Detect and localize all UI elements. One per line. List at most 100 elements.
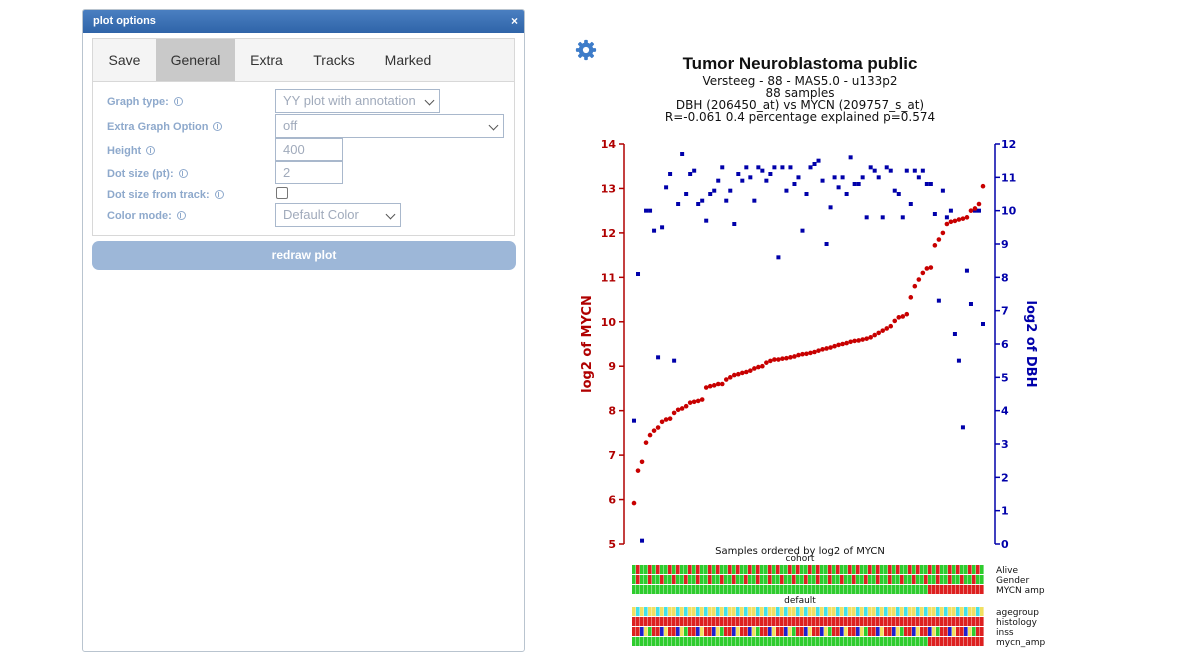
tab-extra[interactable]: Extra [250, 52, 283, 68]
track-cell [948, 585, 952, 594]
track-cell [640, 575, 644, 584]
track-cell [836, 607, 840, 616]
track-cell [768, 565, 772, 574]
track-cell [976, 627, 980, 636]
track-cell [928, 617, 932, 626]
track-cell [924, 565, 928, 574]
track-cell [928, 607, 932, 616]
track-cell [980, 565, 984, 574]
dbh-point [672, 358, 677, 363]
track-cell [716, 575, 720, 584]
dbh-point [924, 182, 929, 186]
dbh-point [716, 178, 721, 183]
info-icon[interactable] [213, 122, 223, 131]
dialog-titlebar[interactable]: plot options × [83, 10, 524, 33]
height-input[interactable]: 400 [275, 138, 343, 161]
color-mode-select[interactable]: Default Color [275, 203, 401, 227]
general-form: Graph type: YY plot with annotation Extr… [92, 82, 515, 236]
dbh-point [944, 215, 949, 220]
track-cell [904, 607, 908, 616]
track-cell [748, 575, 752, 584]
track-cell [632, 565, 636, 574]
mycn-point [824, 346, 829, 351]
track-cell [884, 637, 888, 646]
track-cell [632, 637, 636, 646]
track-cell [676, 627, 680, 636]
track-cell [860, 637, 864, 646]
track-cell [768, 637, 772, 646]
track-cell [836, 565, 840, 574]
track-cell [880, 637, 884, 646]
track-cell [684, 585, 688, 594]
info-icon[interactable] [176, 211, 186, 220]
track-cell [852, 637, 856, 646]
track-cell [832, 637, 836, 646]
track-cell [684, 617, 688, 626]
track-cell [672, 565, 676, 574]
track-cell [668, 617, 672, 626]
left-tick-label: 8 [608, 405, 616, 418]
info-icon[interactable] [178, 169, 188, 178]
track-cell [820, 565, 824, 574]
gear-icon[interactable] [575, 39, 597, 61]
track-cell [816, 565, 820, 574]
track-cell [744, 565, 748, 574]
track-cell [824, 637, 828, 646]
info-icon[interactable] [173, 97, 183, 106]
track-cell [976, 575, 980, 584]
dbh-point [664, 185, 669, 190]
dot-size-track-checkbox[interactable] [276, 187, 288, 199]
left-tick-label: 12 [601, 227, 616, 240]
tab-marked[interactable]: Marked [384, 52, 432, 68]
track-cell [952, 637, 956, 646]
track-cell [808, 565, 812, 574]
track-cell [652, 575, 656, 584]
track-cell [888, 585, 892, 594]
track-cell [688, 637, 692, 646]
track-cell [832, 617, 836, 626]
mycn-point [872, 332, 877, 338]
extra-option-label: Extra Graph Option [107, 121, 223, 133]
info-icon[interactable] [214, 190, 224, 199]
track-cell [852, 617, 856, 626]
close-icon[interactable]: × [510, 14, 518, 28]
track-cell [956, 585, 960, 594]
track-cell [652, 585, 656, 594]
track-label: MYCN amp [996, 586, 1045, 596]
redraw-plot-button[interactable]: redraw plot [92, 241, 516, 270]
track-cell [968, 617, 972, 626]
track-cell [832, 627, 836, 636]
extra-option-select[interactable]: off [275, 114, 504, 138]
track-cell [904, 585, 908, 594]
track-cell [872, 617, 876, 626]
dbh-point [788, 165, 793, 170]
track-cell [724, 607, 728, 616]
dbh-point [720, 165, 725, 170]
track-cell [828, 617, 832, 626]
track-cell [980, 585, 984, 594]
track-cell [868, 627, 872, 636]
track-cell [652, 627, 656, 636]
tab-save[interactable]: Save [108, 52, 141, 68]
mycn-point [944, 221, 950, 227]
track-cell [952, 617, 956, 626]
mycn-point [932, 243, 938, 248]
track-cell [940, 565, 944, 574]
mycn-point [812, 349, 817, 355]
track-cell [852, 565, 856, 574]
mycn-point [860, 337, 865, 342]
track-cell [656, 565, 660, 574]
track-cell [972, 575, 976, 584]
dot-size-input[interactable]: 2 [275, 161, 343, 184]
tab-tracks[interactable]: Tracks [313, 52, 355, 68]
graph-type-select[interactable]: YY plot with annotation [275, 89, 440, 113]
track-cell [772, 565, 776, 574]
track-cell [944, 575, 948, 584]
track-cell [744, 575, 748, 584]
tab-general[interactable]: General [156, 39, 235, 81]
track-cell [852, 607, 856, 616]
info-icon[interactable] [146, 146, 156, 155]
dbh-point [764, 178, 769, 183]
mycn-point [707, 383, 713, 389]
